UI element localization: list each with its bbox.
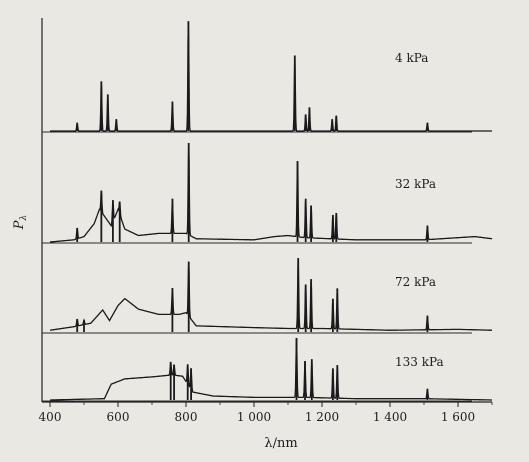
x-tick-label: 1 400 (373, 410, 407, 424)
chart-frame (41, 18, 492, 403)
pressure-label: 72 kPa (395, 275, 436, 289)
y-axis-label-main: P (12, 220, 27, 230)
panel-4: 133 kPa (42, 337, 492, 402)
spectrum-line (50, 142, 493, 243)
y-axis-label-sub: λ (19, 215, 29, 222)
x-tick-label: 1 200 (305, 410, 339, 424)
y-axis-label: Pλ (12, 215, 29, 230)
spectrum-line (50, 21, 492, 132)
panel-2: 32 kPa (42, 142, 493, 244)
pressure-label: 32 kPa (395, 177, 436, 191)
x-tick-label: 1 000 (237, 410, 271, 424)
x-tick-label: 800 (175, 410, 198, 424)
spectrum-line (50, 258, 492, 331)
x-tick-label: 1 600 (441, 410, 475, 424)
x-axis-label: λ/nm (264, 436, 297, 451)
spectrum-panels: 4 kPa 32 kPa 72 kPa 133 kPa (42, 21, 493, 402)
pressure-label: 133 kPa (395, 355, 444, 369)
spectrum-line (50, 337, 492, 401)
pressure-label: 4 kPa (395, 51, 428, 65)
x-tick-label: 600 (107, 410, 130, 424)
panel-3: 72 kPa (42, 258, 492, 334)
panel-1: 4 kPa (42, 21, 492, 133)
x-tick-label: 400 (39, 410, 62, 424)
x-axis: 400 600 800 1 000 1 200 1 400 1 600 (39, 402, 493, 424)
